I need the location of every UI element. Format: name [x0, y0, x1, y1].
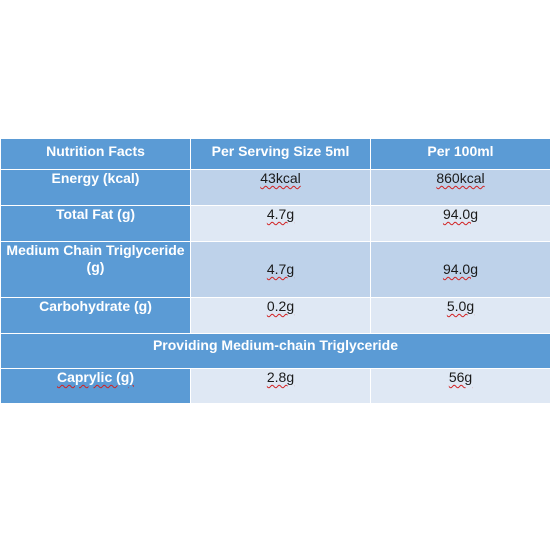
table-row: Caprylic (g) 2.8g 56g: [0, 368, 550, 404]
row-label-energy: Energy (kcal): [0, 169, 191, 206]
table-row: Total Fat (g) 4.7g 94.0g: [0, 205, 550, 242]
cell-energy-serving: 43kcal: [190, 169, 371, 206]
cell-energy-per100: 860kcal: [370, 169, 550, 206]
cell-value: 43kcal: [260, 170, 301, 186]
cell-total-fat-per100: 94.0g: [370, 205, 550, 242]
cell-mct-serving: 4.7g: [190, 241, 371, 298]
table-row: Energy (kcal) 43kcal 860kcal: [0, 169, 550, 206]
cell-caprylic-serving: 2.8g: [190, 368, 371, 404]
row-label-text: Energy (kcal): [51, 170, 140, 186]
section-title: Providing Medium-chain Triglyceride: [0, 333, 550, 369]
cell-value: 94.0g: [442, 206, 479, 222]
row-label-mct: Medium Chain Triglyceride (g): [0, 241, 191, 298]
cell-value: 5.0g: [446, 298, 475, 314]
row-label-total-fat: Total Fat (g): [0, 205, 191, 242]
cell-value: 4.7g: [266, 206, 295, 222]
row-label-text: Total Fat (g): [55, 206, 136, 222]
cell-value: 94.0g: [442, 261, 479, 277]
table-row: Medium Chain Triglyceride (g) 4.7g 94.0g: [0, 241, 550, 298]
cell-value: 0.2g: [266, 298, 295, 314]
header-per-serving: Per Serving Size 5ml: [190, 138, 371, 170]
row-label-caprylic: Caprylic (g): [0, 368, 191, 404]
header-per-100ml: Per 100ml: [370, 138, 550, 170]
cell-value: 860kcal: [436, 170, 485, 186]
cell-value: 56g: [448, 369, 473, 385]
table-header-row: Nutrition Facts Per Serving Size 5ml Per…: [0, 138, 550, 170]
row-label-text: Medium Chain Triglyceride (g): [6, 242, 185, 275]
row-label-text: Caprylic (g): [56, 369, 134, 385]
section-header-row: Providing Medium-chain Triglyceride: [0, 333, 550, 369]
cell-carbohydrate-per100: 5.0g: [370, 297, 550, 334]
cell-value: 2.8g: [266, 369, 295, 385]
cell-mct-per100: 94.0g: [370, 241, 550, 298]
nutrition-facts-table: Nutrition Facts Per Serving Size 5ml Per…: [0, 138, 550, 404]
cell-value: 4.7g: [266, 261, 295, 277]
row-label-text: Carbohydrate (g): [39, 298, 152, 314]
row-label-carbohydrate: Carbohydrate (g): [0, 297, 191, 334]
cell-total-fat-serving: 4.7g: [190, 205, 371, 242]
cell-caprylic-per100: 56g: [370, 368, 550, 404]
cell-carbohydrate-serving: 0.2g: [190, 297, 371, 334]
header-nutrition-facts: Nutrition Facts: [0, 138, 191, 170]
table-row: Carbohydrate (g) 0.2g 5.0g: [0, 297, 550, 334]
